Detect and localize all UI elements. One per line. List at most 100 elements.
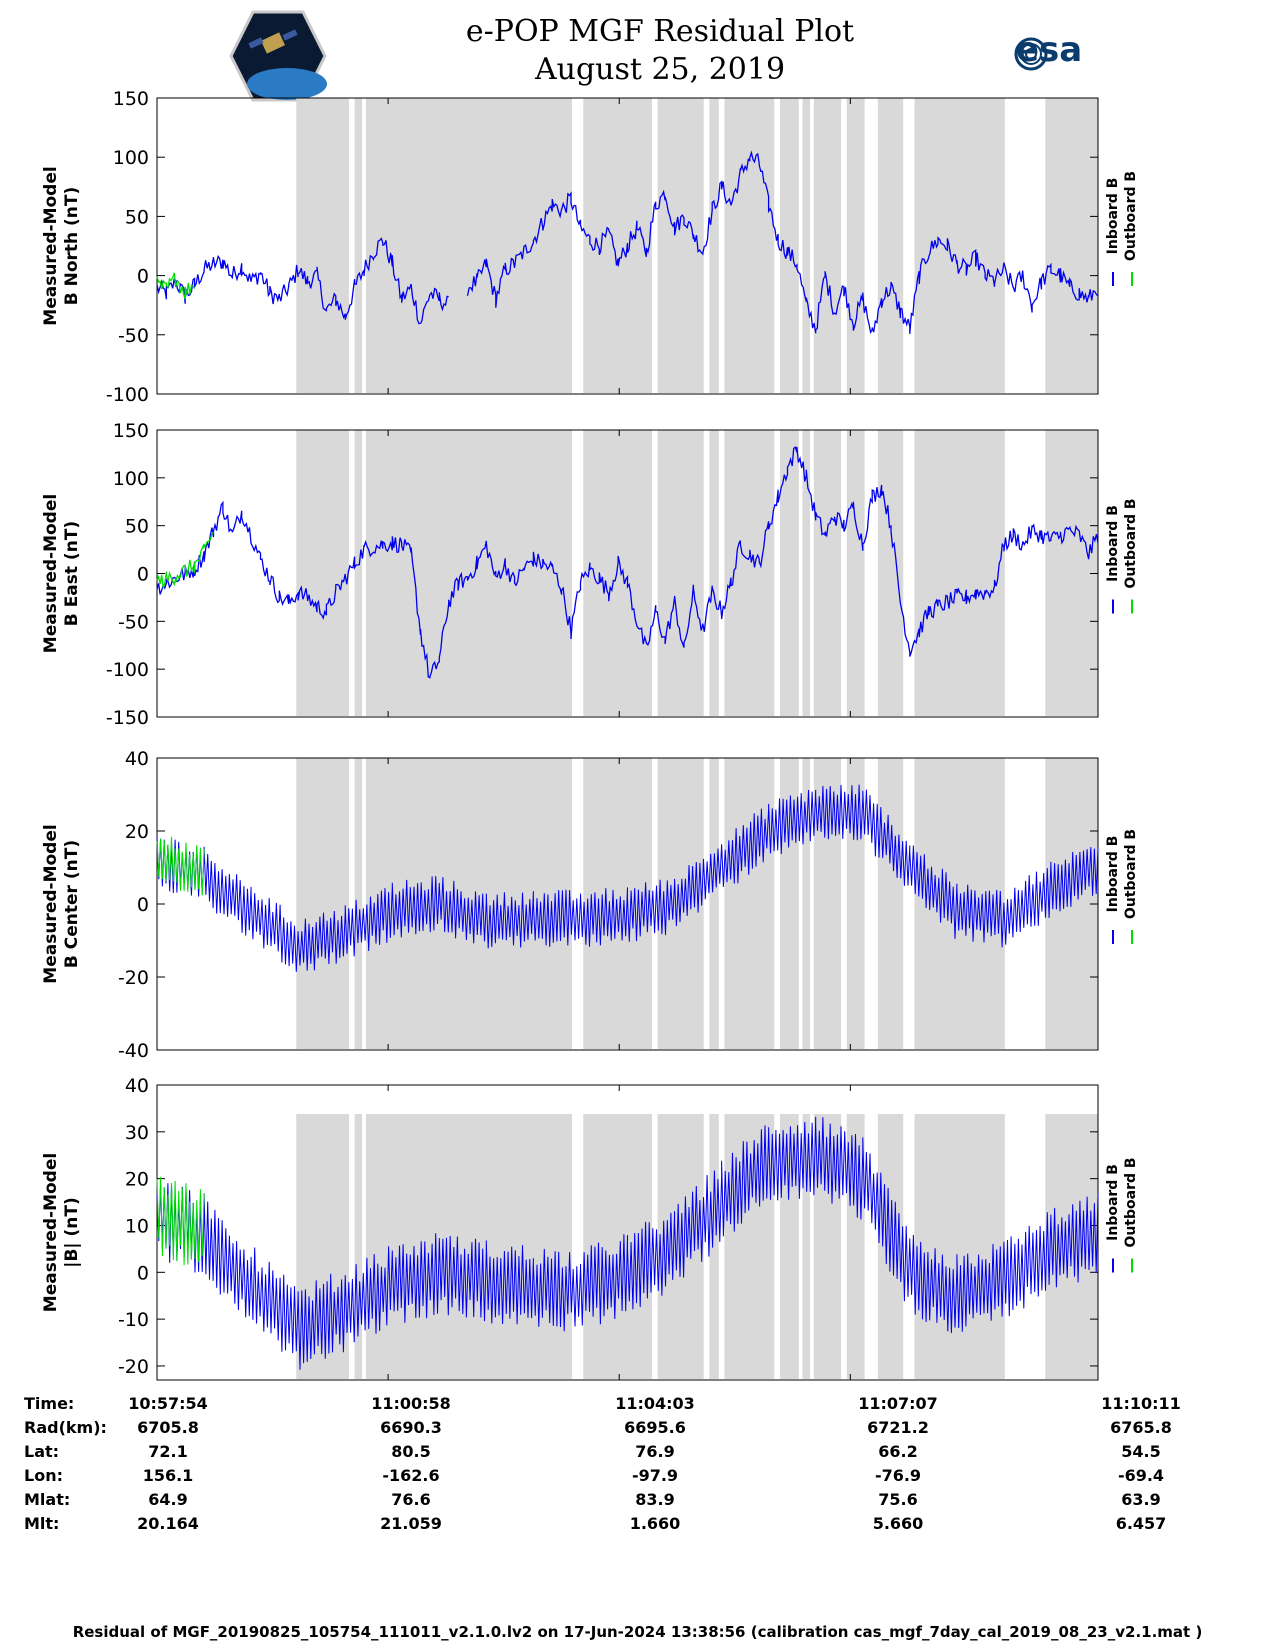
shade-interval bbox=[846, 98, 865, 393]
info-value: 72.1 bbox=[148, 1442, 188, 1461]
y-tick-label: -20 bbox=[118, 967, 149, 989]
info-value: 76.9 bbox=[635, 1442, 675, 1461]
shade-interval bbox=[779, 430, 799, 716]
shade-interval bbox=[802, 430, 811, 716]
info-value: -76.9 bbox=[874, 1466, 922, 1485]
info-value: 6.457 bbox=[1115, 1514, 1167, 1533]
info-label-mlt: Mlt: bbox=[24, 1514, 60, 1533]
y-axis-label-line: Measured-Model bbox=[41, 824, 61, 983]
info-value: 11:04:03 bbox=[615, 1394, 695, 1413]
y-tick-label: 20 bbox=[125, 1169, 149, 1191]
y-axis-label-line: Measured-Model bbox=[41, 1153, 61, 1312]
legend-label: Inboard B Outboard B bbox=[1105, 171, 1139, 261]
shade-interval bbox=[813, 430, 842, 716]
shade-interval bbox=[877, 758, 904, 1049]
shade-interval bbox=[296, 430, 349, 716]
shade-interval bbox=[877, 98, 904, 393]
info-value: 66.2 bbox=[878, 1442, 918, 1461]
shade-interval bbox=[802, 98, 811, 393]
legend-inboard: Inboard B bbox=[1105, 836, 1121, 913]
y-tick-label: -100 bbox=[106, 659, 149, 681]
info-value: 6690.3 bbox=[380, 1418, 442, 1437]
y-axis-label-line: |B| (nT) bbox=[62, 1197, 82, 1268]
shade-interval bbox=[354, 98, 363, 393]
info-value: 76.6 bbox=[391, 1490, 431, 1509]
shade-interval bbox=[914, 1114, 1005, 1379]
info-value: 10:57:54 bbox=[128, 1394, 208, 1413]
y-tick-label: 30 bbox=[125, 1122, 149, 1144]
shade-interval bbox=[1045, 430, 1098, 716]
y-tick-label: 150 bbox=[113, 88, 149, 110]
series-outboard bbox=[156, 836, 205, 896]
legend-inboard: Inboard B bbox=[1105, 1164, 1121, 1241]
y-tick-label: -100 bbox=[106, 384, 149, 406]
y-axis-label: Measured-ModelB North (nT) bbox=[41, 166, 82, 325]
shade-interval bbox=[296, 758, 349, 1049]
y-axis-label: Measured-ModelB Center (nT) bbox=[41, 824, 82, 983]
y-tick-label: 10 bbox=[125, 1215, 149, 1237]
info-value: 6721.2 bbox=[867, 1418, 929, 1437]
y-axis-label-line: B North (nT) bbox=[62, 187, 82, 306]
shade-interval bbox=[709, 758, 719, 1049]
y-tick-label: 0 bbox=[137, 266, 149, 288]
series-inboard bbox=[156, 784, 1099, 972]
shade-interval bbox=[709, 98, 719, 393]
shade-interval bbox=[877, 430, 904, 716]
info-label-rad: Rad(km): bbox=[24, 1418, 107, 1437]
y-tick-label: -20 bbox=[118, 1356, 149, 1378]
shade-interval bbox=[709, 430, 719, 716]
shade-interval bbox=[354, 1114, 363, 1379]
info-value: 11:00:58 bbox=[371, 1394, 451, 1413]
y-axis-label: Measured-ModelB East (nT) bbox=[41, 494, 82, 653]
info-value: 156.1 bbox=[142, 1466, 194, 1485]
shade-interval bbox=[354, 430, 363, 716]
shade-interval bbox=[365, 98, 572, 393]
info-value: 6705.8 bbox=[137, 1418, 199, 1437]
y-tick-label: -50 bbox=[118, 325, 149, 347]
shade-interval bbox=[365, 1114, 572, 1379]
cassiope-logo bbox=[229, 10, 327, 102]
shade-interval bbox=[354, 758, 363, 1049]
y-tick-label: 0 bbox=[137, 894, 149, 916]
esa-wordmark: esa bbox=[1016, 30, 1083, 70]
shade-interval bbox=[914, 430, 1005, 716]
info-value: 21.059 bbox=[380, 1514, 442, 1533]
shade-interval bbox=[813, 98, 842, 393]
info-value: -69.4 bbox=[1117, 1466, 1165, 1485]
shade-interval bbox=[914, 98, 1005, 393]
footer-caption: Residual of MGF_20190825_105754_111011_v… bbox=[72, 1623, 1203, 1641]
info-value: 20.164 bbox=[137, 1514, 199, 1533]
panel-2: 40 20 0 -20 -40 Measured-ModelB Center (nT) In… bbox=[41, 748, 1139, 1062]
plot-date: August 25, 2019 bbox=[534, 52, 786, 87]
y-axis-label-line: B East (nT) bbox=[62, 521, 82, 626]
legend-label: Inboard B Outboard B bbox=[1105, 498, 1139, 588]
shade-interval bbox=[296, 98, 349, 393]
y-tick-label: 50 bbox=[125, 516, 149, 538]
series-outboard bbox=[156, 1176, 205, 1266]
info-value: 11:10:11 bbox=[1101, 1394, 1181, 1413]
series-outboard bbox=[156, 531, 214, 589]
info-label-lat: Lat: bbox=[24, 1442, 60, 1461]
legend-inboard: Inboard B bbox=[1105, 178, 1121, 255]
info-value: 83.9 bbox=[635, 1490, 675, 1509]
shade-interval bbox=[583, 98, 652, 393]
y-tick-label: 150 bbox=[113, 420, 149, 442]
shade-interval bbox=[779, 98, 799, 393]
y-tick-label: -10 bbox=[118, 1309, 149, 1331]
legend-label: Inboard B Outboard B bbox=[1105, 829, 1139, 919]
y-tick-label: -50 bbox=[118, 611, 149, 633]
info-value: 5.660 bbox=[872, 1514, 924, 1533]
y-tick-label: 40 bbox=[125, 748, 149, 770]
y-axis-label-line: B Center (nT) bbox=[62, 840, 82, 968]
series-outboard bbox=[156, 272, 196, 300]
shade-interval bbox=[724, 1114, 775, 1379]
info-label-lon: Lon: bbox=[24, 1466, 63, 1485]
shade-interval bbox=[724, 98, 775, 393]
shade-interval bbox=[802, 758, 811, 1049]
esa-logo bbox=[1014, 37, 1048, 71]
info-value: 1.660 bbox=[629, 1514, 681, 1533]
info-value: 54.5 bbox=[1121, 1442, 1161, 1461]
axes-box bbox=[156, 97, 1099, 395]
